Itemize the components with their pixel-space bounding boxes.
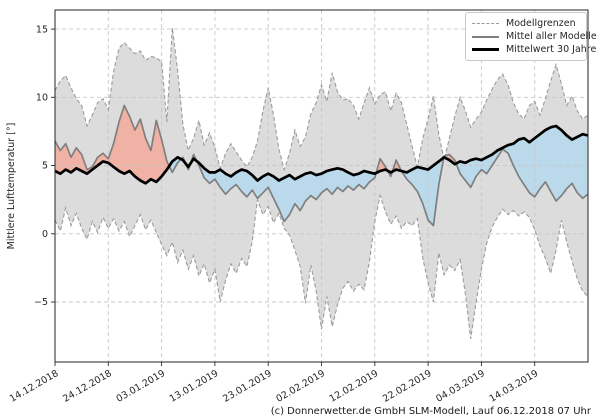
svg-text:23.01.2019: 23.01.2019 xyxy=(221,368,274,405)
svg-text:13.01.2019: 13.01.2019 xyxy=(168,368,221,405)
legend-item-mittelwert-30-jahre: Mittelwert 30 Jahre xyxy=(472,43,596,56)
svg-text:0: 0 xyxy=(42,229,48,240)
svg-text:15: 15 xyxy=(36,24,48,35)
svg-text:03.01.2019: 03.01.2019 xyxy=(114,368,167,405)
colder-than-normal-fill xyxy=(169,126,588,226)
y-axis-label: Mittlere Lufttemperatur [°] xyxy=(6,123,17,250)
svg-text:14.12.2018: 14.12.2018 xyxy=(8,368,61,405)
legend-item-mittel-aller-modelle: Mittel aller Modelle xyxy=(472,30,597,43)
copyright-credit: (c) Donnerwetter.de GmbH SLM-Modell, Lau… xyxy=(270,406,591,417)
black-line-sample-icon xyxy=(472,48,499,51)
legend-label: Mittel aller Modelle xyxy=(506,31,597,42)
svg-text:12.02.2019: 12.02.2019 xyxy=(328,368,381,405)
model-mean-line xyxy=(54,104,589,227)
svg-text:02.02.2019: 02.02.2019 xyxy=(274,368,327,405)
svg-text:22.02.2019: 22.02.2019 xyxy=(381,368,434,405)
climate-mean-line xyxy=(54,124,589,185)
svg-text:24.12.2018: 24.12.2018 xyxy=(61,368,114,405)
model-range-edges xyxy=(54,27,589,339)
legend-label: Mittelwert 30 Jahre xyxy=(506,44,597,55)
gray-line-sample-icon xyxy=(472,35,499,38)
legend: Modellgrenzen Mittel aller Modelle Mitte… xyxy=(465,12,597,61)
svg-text:14.03.2019: 14.03.2019 xyxy=(488,368,541,405)
svg-text:04.03.2019: 04.03.2019 xyxy=(434,368,487,405)
legend-label: Modellgrenzen xyxy=(506,18,576,29)
x-axis: 14.12.2018 24.12.2018 03.01.2019 13.01.2019… xyxy=(8,362,540,405)
svg-text:−5: −5 xyxy=(34,297,48,308)
y-axis: −5 0 5 10 15 xyxy=(34,24,55,308)
svg-text:5: 5 xyxy=(42,161,48,172)
dashed-line-sample-icon xyxy=(472,23,499,24)
legend-item-modellgrenzen: Modellgrenzen xyxy=(472,17,580,30)
svg-text:10: 10 xyxy=(36,93,48,104)
